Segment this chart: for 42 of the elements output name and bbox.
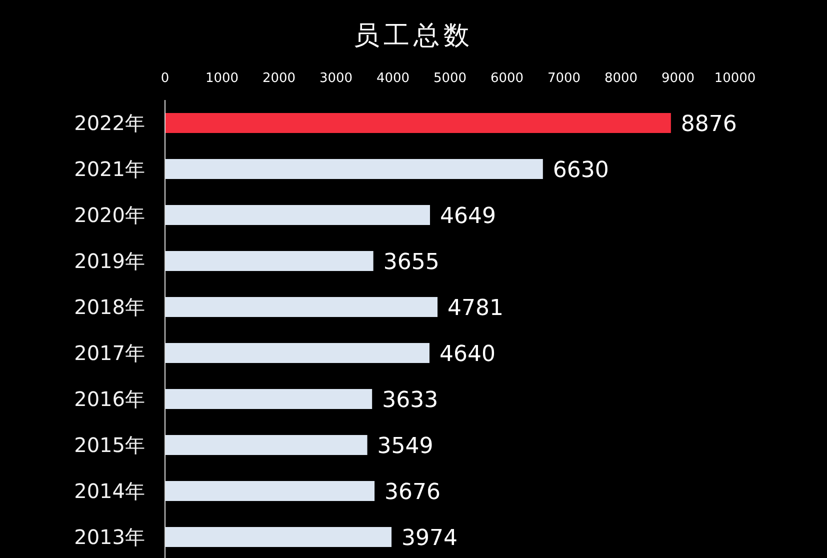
data-label: 6630 <box>552 158 609 183</box>
y-tick-label: 2017年 <box>74 341 145 366</box>
bar <box>165 297 438 317</box>
data-label: 4781 <box>448 296 504 321</box>
y-tick-label: 2022年 <box>74 111 145 136</box>
y-tick-label: 2021年 <box>74 157 145 182</box>
x-tick-label: 5000 <box>433 71 467 86</box>
x-tick-label: 0 <box>160 71 170 86</box>
y-tick-label: 2015年 <box>74 433 145 458</box>
bar <box>165 205 430 225</box>
x-tick-label: 9000 <box>661 71 695 86</box>
data-label: 4640 <box>439 342 496 367</box>
y-tick-label: 2014年 <box>74 479 145 504</box>
bar <box>165 251 374 271</box>
data-label: 3655 <box>383 250 440 275</box>
data-label: 3549 <box>377 434 434 459</box>
bar <box>165 159 543 179</box>
y-tick-label: 2013年 <box>74 525 145 550</box>
y-tick-label: 2019年 <box>74 249 145 274</box>
data-label: 4649 <box>440 204 496 229</box>
bar <box>165 527 392 547</box>
bar <box>165 343 430 363</box>
data-label: 3676 <box>384 480 441 505</box>
y-tick-label: 2018年 <box>74 295 145 320</box>
data-label: 3633 <box>382 388 438 413</box>
y-tick-label: 2020年 <box>74 203 145 228</box>
x-tick-label: 7000 <box>547 71 581 86</box>
data-label: 3974 <box>402 526 458 551</box>
bar <box>165 435 368 455</box>
x-tick-label: 10000 <box>714 71 756 86</box>
x-tick-label: 2000 <box>262 71 296 86</box>
y-tick-label: 2016年 <box>74 387 145 412</box>
x-tick-label: 4000 <box>376 71 410 86</box>
x-tick-label: 6000 <box>490 71 524 86</box>
x-tick-label: 8000 <box>604 71 638 86</box>
x-tick-label: 3000 <box>319 71 353 86</box>
x-tick-label: 1000 <box>205 71 239 86</box>
data-label: 8876 <box>680 112 737 137</box>
bar <box>165 113 671 133</box>
bar <box>165 481 375 501</box>
bar <box>165 389 372 409</box>
chart-title: 员工总数 <box>352 20 474 53</box>
